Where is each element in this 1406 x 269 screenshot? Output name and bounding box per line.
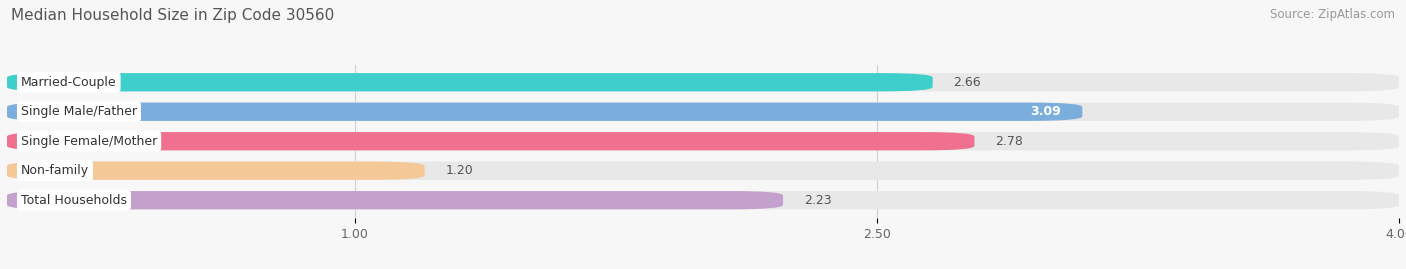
Text: 2.66: 2.66 bbox=[953, 76, 981, 89]
Text: 2.23: 2.23 bbox=[804, 194, 831, 207]
FancyBboxPatch shape bbox=[7, 191, 783, 209]
Text: Single Female/Mother: Single Female/Mother bbox=[21, 135, 157, 148]
Text: Source: ZipAtlas.com: Source: ZipAtlas.com bbox=[1270, 8, 1395, 21]
FancyBboxPatch shape bbox=[7, 162, 425, 180]
Text: Single Male/Father: Single Male/Father bbox=[21, 105, 136, 118]
Text: 1.20: 1.20 bbox=[446, 164, 474, 177]
Text: 3.09: 3.09 bbox=[1031, 105, 1062, 118]
FancyBboxPatch shape bbox=[7, 132, 974, 150]
Text: Median Household Size in Zip Code 30560: Median Household Size in Zip Code 30560 bbox=[11, 8, 335, 23]
FancyBboxPatch shape bbox=[7, 73, 1399, 91]
FancyBboxPatch shape bbox=[7, 102, 1399, 121]
Text: Non-family: Non-family bbox=[21, 164, 89, 177]
Text: 2.78: 2.78 bbox=[995, 135, 1024, 148]
Text: Total Households: Total Households bbox=[21, 194, 127, 207]
FancyBboxPatch shape bbox=[7, 73, 932, 91]
FancyBboxPatch shape bbox=[7, 132, 1399, 150]
FancyBboxPatch shape bbox=[7, 102, 1083, 121]
Text: Married-Couple: Married-Couple bbox=[21, 76, 117, 89]
FancyBboxPatch shape bbox=[7, 191, 1399, 209]
FancyBboxPatch shape bbox=[7, 162, 1399, 180]
